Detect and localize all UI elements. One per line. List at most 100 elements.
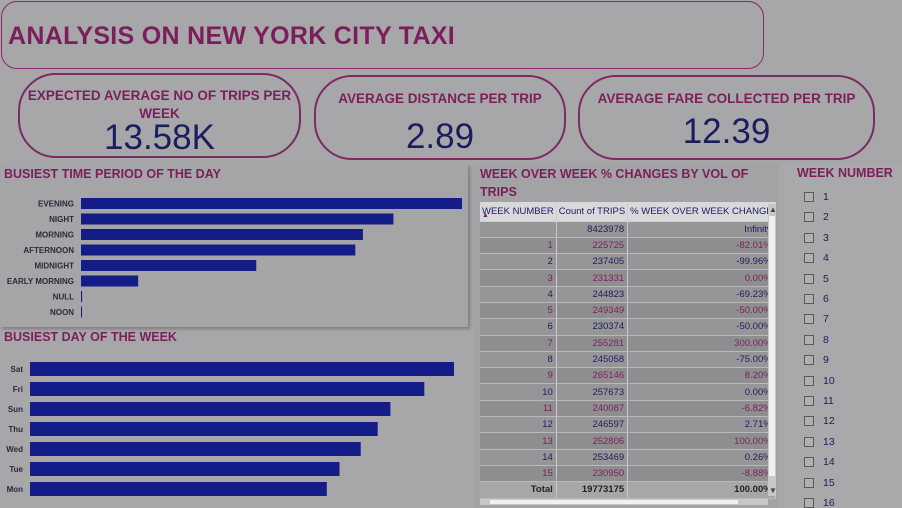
table-cell-change: Infinity (627, 221, 776, 238)
table-row[interactable]: 3 231331 0.00% (480, 269, 776, 287)
checkbox-icon[interactable] (804, 436, 814, 447)
checkbox-icon[interactable] (804, 416, 814, 427)
table-cell-change: 0.26% (627, 449, 776, 466)
table-vertical-scrollbar[interactable] (768, 204, 776, 496)
slicer-item-week-4[interactable]: 4 (804, 251, 829, 265)
bar-afternoon[interactable] (81, 244, 356, 256)
bar-tue[interactable] (30, 462, 340, 476)
bar-sat[interactable] (30, 362, 454, 376)
slicer-item-label: 7 (823, 313, 829, 326)
slicer-item-week-14[interactable]: 14 (804, 455, 835, 469)
bar-thu[interactable] (30, 422, 378, 436)
table-row[interactable]: 13 252806 100.00% (480, 432, 776, 450)
column-header-change[interactable]: % WEEK OVER WEEK CHANGE (627, 202, 776, 222)
checkbox-icon[interactable] (804, 232, 814, 243)
scroll-down-icon[interactable]: ▼ (769, 486, 777, 495)
table-cell-week: 14 (480, 449, 557, 466)
checkbox-icon[interactable] (804, 334, 814, 345)
checkbox-icon[interactable] (804, 253, 814, 264)
checkbox-icon[interactable] (804, 273, 814, 284)
slicer-item-week-10[interactable]: 10 (804, 374, 835, 388)
slicer-item-week-7[interactable]: 7 (804, 312, 829, 326)
table-horizontal-scrollbar[interactable] (480, 499, 768, 505)
checkbox-icon[interactable] (804, 212, 814, 223)
slicer-item-week-2[interactable]: 2 (804, 210, 829, 224)
bar-noon[interactable] (81, 306, 82, 318)
bar-fri[interactable] (30, 382, 425, 396)
week-slicer-title: WEEK NUMBER (797, 166, 893, 180)
scroll-up-icon[interactable]: ▲ (769, 205, 777, 214)
table-cell-count: 249349 (556, 302, 629, 320)
slicer-item-week-15[interactable]: 15 (804, 476, 835, 490)
slicer-item-week-12[interactable]: 12 (804, 414, 835, 428)
table-row[interactable]: 5 249349 -50.00% (480, 302, 776, 320)
kpi-label-trips-line1: EXPECTED AVERAGE NO OF TRIPS PER (27, 88, 292, 103)
slicer-item-week-9[interactable]: 9 (804, 353, 829, 367)
kpi-card-distance: AVERAGE DISTANCE PER TRIP 2.89 (314, 75, 566, 160)
category-label: NULL (53, 293, 74, 302)
bar-evening[interactable] (81, 198, 462, 209)
category-label: NIGHT (49, 215, 74, 224)
slicer-item-week-1[interactable]: 1 (804, 190, 829, 204)
column-header-count[interactable]: Count of TRIPS (556, 202, 629, 222)
slicer-item-week-5[interactable]: 5 (804, 272, 829, 286)
table-cell-change: 300.00% (627, 335, 776, 352)
checkbox-icon[interactable] (804, 396, 814, 406)
table-row[interactable]: 11 240087 -6.82% (480, 400, 776, 418)
table-row[interactable]: 12 246597 2.71% (480, 416, 776, 434)
column-header-week[interactable]: WEEK NUMBER ▲ (480, 202, 557, 222)
bar-wed[interactable] (30, 442, 361, 456)
table-cell-count: 240087 (556, 400, 629, 418)
slicer-item-week-13[interactable]: 13 (804, 435, 835, 449)
table-row[interactable]: 2 237405 -99.96% (480, 253, 776, 271)
kpi-value-distance: 2.89 (405, 117, 475, 156)
table-row[interactable]: 8423978 Infinity (480, 221, 776, 238)
table-cell-week: 1 (480, 237, 557, 255)
category-label: Mon (7, 485, 24, 494)
category-label: Thu (8, 425, 23, 434)
bar-null[interactable] (81, 291, 83, 302)
week-table-title-line2: TRIPS (480, 185, 517, 199)
checkbox-icon[interactable] (804, 375, 814, 386)
bar-midnight[interactable] (81, 260, 257, 271)
table-cell-week: 9 (480, 367, 557, 385)
week-table: WEEK NUMBER ▲ Count of TRIPS % WEEK OVER … (480, 202, 776, 499)
checkbox-icon[interactable] (804, 457, 814, 468)
table-row[interactable]: 8 245058 -75.00% (480, 351, 776, 369)
table-horizontal-scroll-thumb[interactable] (490, 500, 738, 504)
bar-mon[interactable] (30, 482, 327, 496)
checkbox-icon[interactable] (804, 192, 814, 202)
slicer-item-week-16[interactable]: 16 (804, 496, 835, 508)
day-chart-title: BUSIEST DAY OF THE WEEK (4, 330, 177, 344)
table-row[interactable]: 9 265146 8.20% (480, 367, 776, 385)
week-table-title-line1: WEEK OVER WEEK % CHANGES BY VOL OF (480, 167, 749, 181)
sort-indicator-icon: ▲ (482, 212, 489, 219)
checkbox-icon[interactable] (804, 498, 814, 508)
category-label: Wed (6, 445, 23, 454)
table-row[interactable]: 6 230374 -50.00% (480, 318, 776, 336)
table-row[interactable]: 1 225725 -82.01% (480, 237, 776, 255)
bar-early-morning[interactable] (81, 275, 139, 287)
table-cell-week: 7 (480, 335, 557, 352)
page-title: ANALYSIS ON NEW YORK CITY TAXI (8, 22, 456, 50)
slicer-item-week-11[interactable]: 11 (804, 394, 834, 408)
slicer-item-week-8[interactable]: 8 (804, 333, 829, 347)
table-row[interactable]: 4 244823 -69.23% (480, 286, 776, 303)
checkbox-icon[interactable] (804, 294, 814, 304)
slicer-item-label: 15 (823, 476, 835, 489)
table-row[interactable]: 15 230950 -8.88% (480, 465, 776, 483)
checkbox-icon[interactable] (804, 477, 814, 488)
slicer-item-week-3[interactable]: 3 (804, 231, 829, 245)
table-row[interactable]: 10 257673 0.00% (480, 383, 776, 401)
bar-night[interactable] (81, 213, 394, 225)
bar-morning[interactable] (81, 229, 363, 240)
table-cell-week: 12 (480, 416, 557, 434)
table-row[interactable]: 7 255281 300.00% (480, 335, 776, 352)
slicer-item-week-6[interactable]: 6 (804, 292, 829, 306)
bar-sun[interactable] (30, 402, 391, 416)
checkbox-icon[interactable] (804, 355, 814, 366)
table-row[interactable]: 14 253469 0.26% (480, 449, 776, 466)
checkbox-icon[interactable] (804, 314, 814, 325)
slicer-item-label: 4 (823, 252, 829, 265)
table-vertical-scroll-thumb[interactable] (769, 216, 775, 476)
